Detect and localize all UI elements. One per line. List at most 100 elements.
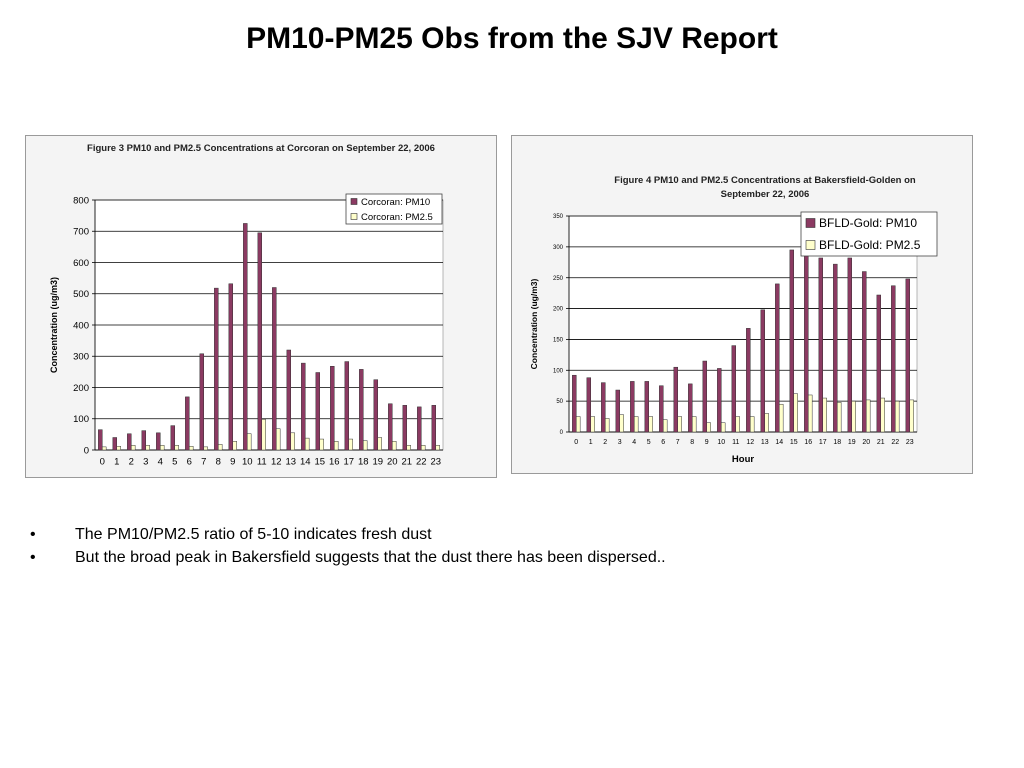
bar-pm25 [880,397,885,433]
x-tick-label: 22 [891,439,899,446]
y-tick-label: 200 [73,383,89,394]
legend-swatch [805,240,816,250]
y-tick-label: 700 [73,227,89,238]
x-tick-label: 12 [271,457,282,468]
bar-pm10 [286,349,291,451]
bar-pm10 [243,223,248,451]
bar-pm25 [276,428,281,451]
chart-title: Figure 3 PM10 and PM2.5 Concentrations a… [87,143,435,154]
bar-pm25 [837,402,842,433]
x-tick-label: 19 [372,457,383,468]
bar-pm10 [615,389,620,433]
bar-pm25 [116,446,121,451]
x-tick-label: 2 [129,457,134,468]
bar-pm10 [905,278,910,433]
bar-pm25 [160,445,165,451]
bar-pm25 [145,445,150,451]
x-tick-label: 7 [676,439,680,446]
x-tick-label: 16 [329,457,340,468]
bar-pm25 [435,445,440,451]
legend-box [800,211,938,257]
x-tick-label: 23 [430,457,441,468]
bar-pm25 [102,446,107,451]
chart-title: Figure 4 PM10 and PM2.5 Concentrations a… [614,175,916,186]
x-tick-label: 11 [257,457,267,468]
y-tick-label: 400 [73,320,89,331]
x-tick-label: 18 [833,439,841,446]
chart-title: September 22, 2006 [721,189,810,200]
y-tick-label: 0 [560,430,564,436]
x-tick-label: 21 [401,457,412,468]
bar-pm10 [630,381,635,433]
bar-pm25 [406,445,411,451]
y-tick-label: 300 [553,245,564,251]
x-tick-label: 18 [358,457,369,468]
chart-corcoran-svg: Figure 3 PM10 and PM2.5 Concentrations a… [26,136,496,477]
y-tick-label: 100 [73,414,89,425]
bullet-item: • But the broad peak in Bakersfield sugg… [30,546,666,569]
bar-pm10 [98,429,103,451]
bar-pm10 [731,345,737,433]
bar-pm25 [348,438,353,451]
y-tick-label: 0 [84,445,89,456]
bar-pm10 [185,396,190,451]
x-tick-label: 4 [632,439,636,446]
bar-pm25 [721,422,726,433]
bar-pm25 [692,416,697,433]
bar-pm25 [363,440,368,451]
bar-pm10 [862,271,867,433]
bar-pm10 [717,368,722,433]
bar-pm25 [706,422,711,433]
x-tick-label: 7 [201,457,206,468]
bar-pm25 [677,416,682,433]
x-tick-label: 0 [574,439,578,446]
x-tick-label: 23 [906,439,914,446]
y-tick-label: 250 [553,276,564,282]
x-tick-label: 19 [848,439,856,446]
slide-title: PM10-PM25 Obs from the SJV Report [246,22,778,55]
x-tick-label: 9 [230,457,235,468]
bar-pm25 [619,414,624,433]
y-axis-label: Concentration (ug/m3) [49,277,59,373]
bar-pm10 [891,285,896,433]
bar-pm10 [257,232,263,451]
x-tick-label: 6 [187,457,192,468]
bar-pm25 [735,416,740,433]
bar-pm10 [702,360,708,433]
legend-label: BFLD-Gold: PM2.5 [819,238,921,252]
bar-pm10 [141,430,146,451]
x-tick-label: 22 [416,457,427,468]
bar-pm10 [199,353,205,451]
y-tick-label: 800 [73,195,89,206]
bar-pm10 [601,382,606,433]
x-tick-label: 5 [172,457,177,468]
bar-pm10 [330,366,335,451]
bar-pm10 [586,377,591,433]
bullet-item: • The PM10/PM2.5 ratio of 5-10 indicates… [30,523,666,546]
x-tick-label: 5 [647,439,651,446]
bar-pm25 [305,437,310,451]
bar-pm25 [851,400,856,433]
bar-pm10 [804,254,809,433]
x-tick-label: 16 [804,439,812,446]
bar-pm10 [833,263,838,433]
bar-pm10 [876,294,881,433]
bullet-mark: • [30,549,36,566]
legend-swatch [805,218,816,228]
bar-pm10 [301,362,306,451]
bar-pm25 [576,416,581,433]
x-tick-label: 10 [717,439,725,446]
bar-pm10 [112,437,117,451]
bar-pm25 [648,416,653,433]
bar-pm10 [359,369,364,451]
x-tick-label: 17 [819,439,827,446]
bar-pm25 [909,399,914,433]
x-tick-label: 8 [690,439,694,446]
bar-pm25 [319,438,324,451]
x-tick-label: 9 [705,439,709,446]
x-tick-label: 14 [300,457,311,468]
bar-pm10 [170,425,176,451]
bar-pm10 [373,379,378,451]
x-tick-label: 21 [877,439,885,446]
x-tick-label: 3 [143,457,148,468]
